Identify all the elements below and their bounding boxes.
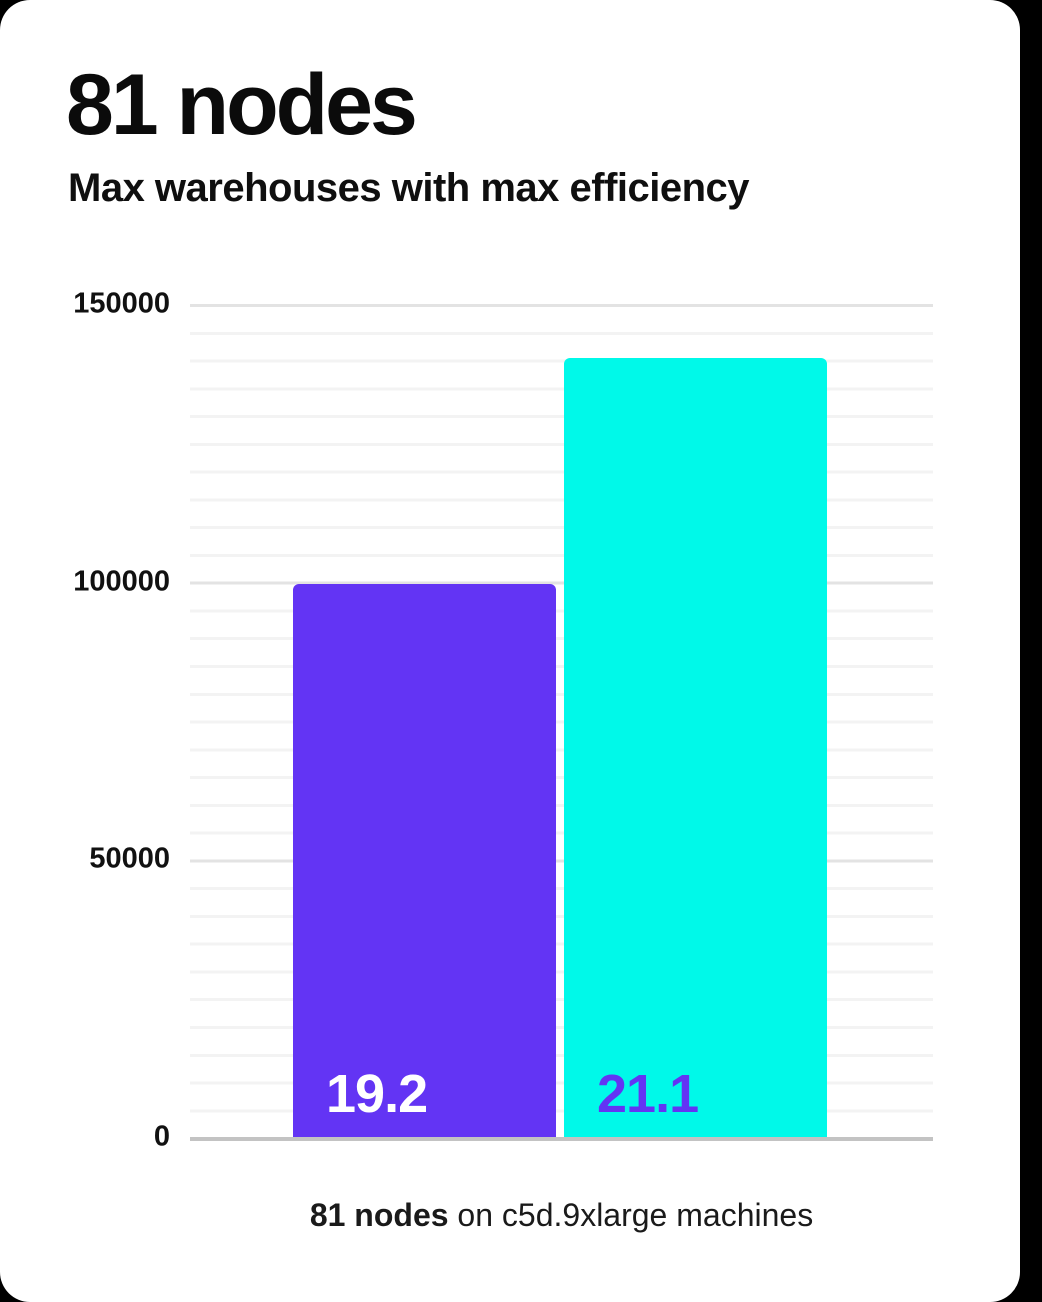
chart-caption: 81 nodes on c5d.9xlarge machines bbox=[190, 1196, 933, 1234]
bar-2: 21.1 bbox=[564, 357, 827, 1137]
y-tick-label: 100000 bbox=[73, 565, 170, 598]
plot-area: 19.2 21.1 bbox=[190, 304, 933, 1141]
y-tick-label: 0 bbox=[153, 1120, 170, 1153]
page-title: 81 nodes bbox=[66, 57, 418, 153]
caption-bold: 81 nodes bbox=[309, 1197, 449, 1233]
chart-card: 81 nodes Max warehouses with max efficie… bbox=[0, 0, 1020, 1302]
page-subtitle: Max warehouses with max efficiency bbox=[68, 166, 750, 210]
bar-value-label: 19.2 bbox=[326, 1064, 428, 1124]
bar-chart: 150000 100000 50000 0 19.2 21.1 bbox=[0, 288, 933, 1153]
y-tick-label: 50000 bbox=[89, 842, 170, 875]
bar-value-label: 21.1 bbox=[597, 1064, 699, 1124]
caption-rest: on c5d.9xlarge machines bbox=[448, 1197, 814, 1233]
y-tick-label: 150000 bbox=[73, 287, 170, 320]
bar-1: 19.2 bbox=[293, 584, 556, 1137]
y-axis: 150000 100000 50000 0 bbox=[0, 288, 170, 1153]
